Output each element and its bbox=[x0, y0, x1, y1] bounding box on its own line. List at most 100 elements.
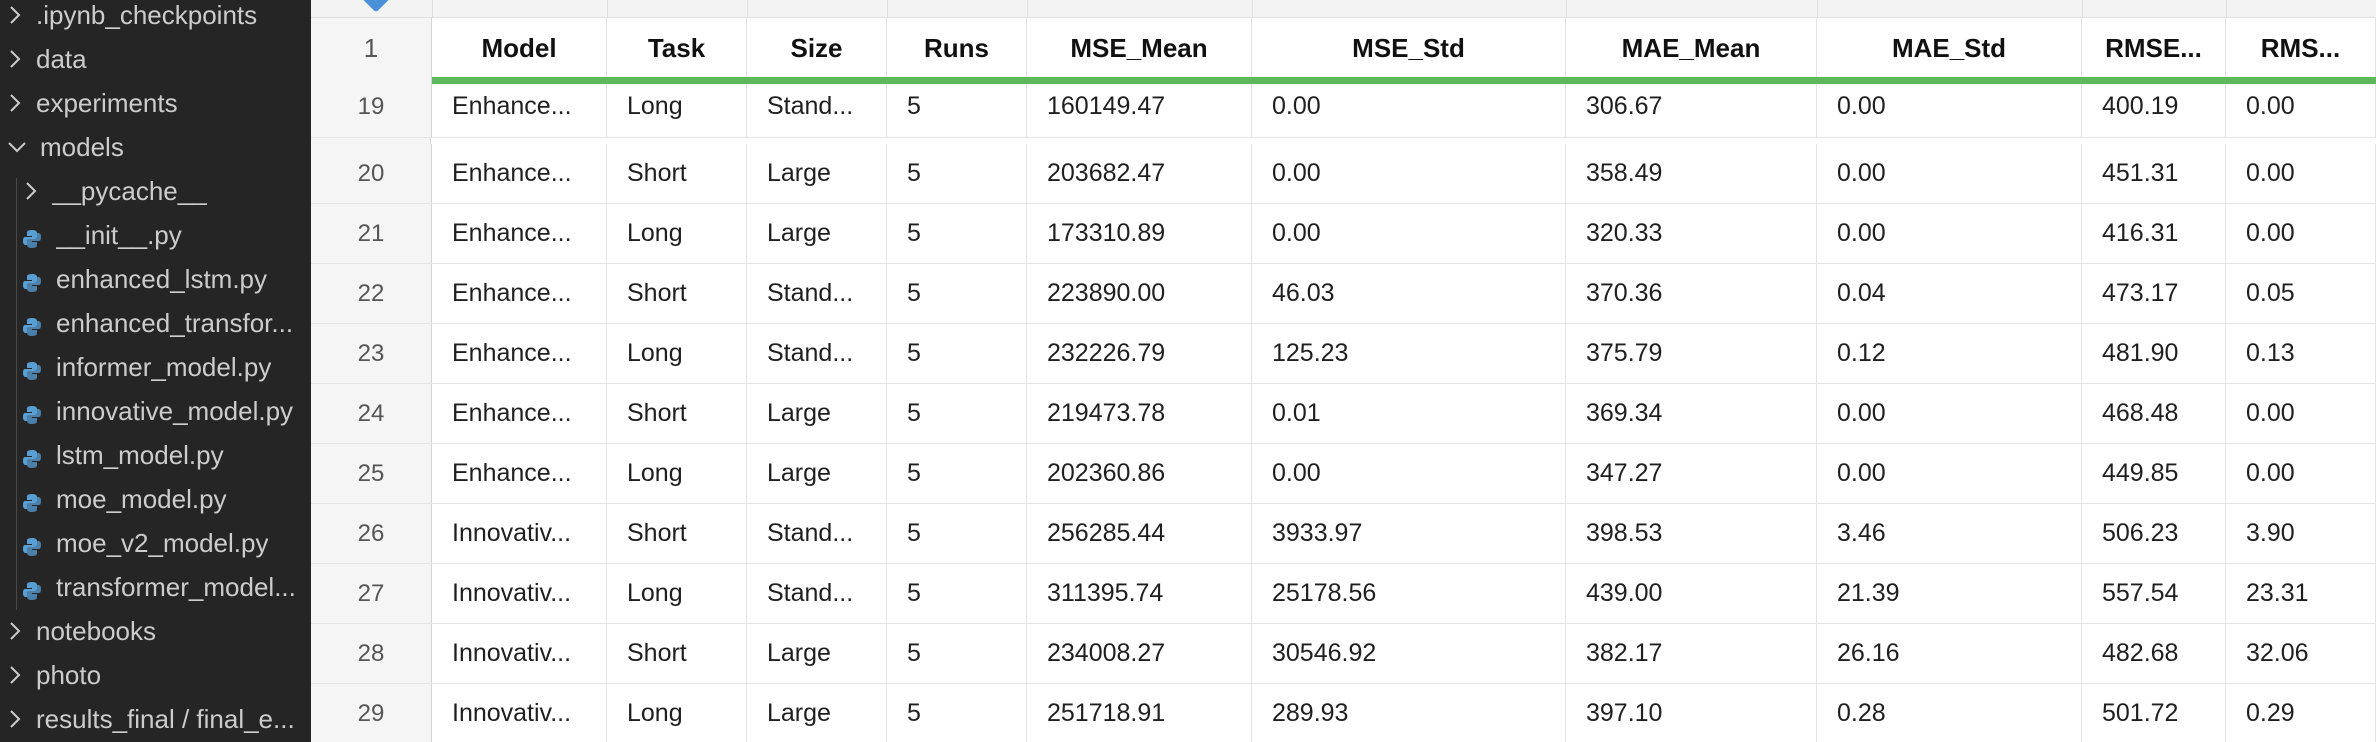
chevron-right-icon[interactable] bbox=[22, 176, 40, 206]
cell-mae-mean[interactable]: 347.27 bbox=[1566, 444, 1817, 503]
cell-mse-std[interactable]: 3933.97 bbox=[1252, 504, 1566, 563]
folder-item[interactable]: models bbox=[0, 125, 311, 169]
cell-task[interactable]: Long bbox=[607, 444, 747, 503]
cell-size[interactable]: Stand... bbox=[747, 264, 887, 323]
cell-task[interactable]: Short bbox=[607, 264, 747, 323]
column-header-mae-mean[interactable]: MAE_Mean bbox=[1566, 18, 1817, 78]
cell-runs[interactable]: 5 bbox=[887, 624, 1027, 683]
row-number[interactable]: 28 bbox=[311, 624, 432, 683]
cell-model[interactable]: Enhance... bbox=[432, 264, 607, 323]
cell-model[interactable]: Innovativ... bbox=[432, 624, 607, 683]
column-header-task[interactable]: Task bbox=[607, 18, 747, 78]
chevron-down-icon[interactable] bbox=[6, 132, 28, 162]
cell-rmse-mean[interactable]: 416.31 bbox=[2082, 204, 2226, 263]
cell-rmse-std[interactable]: 0.00 bbox=[2226, 144, 2376, 203]
cell-mse-mean[interactable]: 311395.74 bbox=[1027, 564, 1252, 623]
cell-rmse-mean[interactable]: 400.19 bbox=[2082, 76, 2226, 137]
folder-item[interactable]: notebooks bbox=[0, 609, 311, 653]
cell-mae-std[interactable]: 0.00 bbox=[1817, 384, 2082, 443]
cell-task[interactable]: Short bbox=[607, 624, 747, 683]
cell-mse-mean[interactable]: 234008.27 bbox=[1027, 624, 1252, 683]
cell-runs[interactable]: 5 bbox=[887, 384, 1027, 443]
column-header-rmse-mean[interactable]: RMSE... bbox=[2082, 18, 2226, 78]
cell-mae-mean[interactable]: 358.49 bbox=[1566, 144, 1817, 203]
cell-task[interactable]: Short bbox=[607, 144, 747, 203]
cell-runs[interactable]: 5 bbox=[887, 204, 1027, 263]
row-number[interactable]: 23 bbox=[311, 324, 432, 383]
chevron-right-icon[interactable] bbox=[6, 616, 24, 646]
cell-task[interactable]: Long bbox=[607, 76, 747, 137]
file-item[interactable]: moe_model.py bbox=[0, 477, 311, 521]
cell-mse-std[interactable]: 25178.56 bbox=[1252, 564, 1566, 623]
frozen-header-divider[interactable] bbox=[432, 77, 2376, 84]
cell-mse-mean[interactable]: 203682.47 bbox=[1027, 144, 1252, 203]
cell-task[interactable]: Short bbox=[607, 504, 747, 563]
cell-model[interactable]: Innovativ... bbox=[432, 684, 607, 742]
cell-mae-std[interactable]: 21.39 bbox=[1817, 564, 2082, 623]
cell-model[interactable]: Enhance... bbox=[432, 384, 607, 443]
row-number[interactable]: 20 bbox=[311, 144, 432, 203]
cell-mse-std[interactable]: 46.03 bbox=[1252, 264, 1566, 323]
cell-mae-std[interactable]: 0.00 bbox=[1817, 444, 2082, 503]
cell-rmse-mean[interactable]: 449.85 bbox=[2082, 444, 2226, 503]
cell-size[interactable]: Stand... bbox=[747, 564, 887, 623]
cell-mse-mean[interactable]: 202360.86 bbox=[1027, 444, 1252, 503]
row-number[interactable]: 21 bbox=[311, 204, 432, 263]
cell-mse-std[interactable]: 289.93 bbox=[1252, 684, 1566, 742]
chevron-right-icon[interactable] bbox=[6, 88, 24, 118]
row-number[interactable]: 26 bbox=[311, 504, 432, 563]
cell-rmse-std[interactable]: 3.90 bbox=[2226, 504, 2376, 563]
cell-mse-std[interactable]: 0.00 bbox=[1252, 444, 1566, 503]
column-header-size[interactable]: Size bbox=[747, 18, 887, 78]
cell-mae-mean[interactable]: 375.79 bbox=[1566, 324, 1817, 383]
cell-mae-mean[interactable]: 382.17 bbox=[1566, 624, 1817, 683]
cell-rmse-mean[interactable]: 501.72 bbox=[2082, 684, 2226, 742]
cell-size[interactable]: Large bbox=[747, 624, 887, 683]
cell-rmse-mean[interactable]: 468.48 bbox=[2082, 384, 2226, 443]
cell-mae-std[interactable]: 26.16 bbox=[1817, 624, 2082, 683]
cell-mse-mean[interactable]: 173310.89 bbox=[1027, 204, 1252, 263]
chevron-right-icon[interactable] bbox=[6, 660, 24, 690]
cell-mae-mean[interactable]: 397.10 bbox=[1566, 684, 1817, 742]
folder-item[interactable]: __pycache__ bbox=[0, 169, 311, 213]
row-number[interactable]: 1 bbox=[311, 18, 432, 78]
cell-rmse-std[interactable]: 0.00 bbox=[2226, 444, 2376, 503]
cell-mae-std[interactable]: 0.04 bbox=[1817, 264, 2082, 323]
folder-item[interactable]: experiments bbox=[0, 81, 311, 125]
cell-mse-std[interactable]: 0.01 bbox=[1252, 384, 1566, 443]
cell-rmse-std[interactable]: 0.05 bbox=[2226, 264, 2376, 323]
cell-mae-mean[interactable]: 398.53 bbox=[1566, 504, 1817, 563]
cell-mae-std[interactable]: 0.28 bbox=[1817, 684, 2082, 742]
file-item[interactable]: transformer_model... bbox=[0, 565, 311, 609]
cell-mae-std[interactable]: 0.00 bbox=[1817, 204, 2082, 263]
chevron-right-icon[interactable] bbox=[6, 704, 24, 734]
cell-mae-mean[interactable]: 320.33 bbox=[1566, 204, 1817, 263]
cell-mse-mean[interactable]: 160149.47 bbox=[1027, 76, 1252, 137]
cell-task[interactable]: Long bbox=[607, 324, 747, 383]
cell-size[interactable]: Large bbox=[747, 384, 887, 443]
cell-mae-std[interactable]: 0.00 bbox=[1817, 144, 2082, 203]
folder-item[interactable]: photo bbox=[0, 653, 311, 697]
cell-runs[interactable]: 5 bbox=[887, 684, 1027, 742]
cell-rmse-std[interactable]: 0.00 bbox=[2226, 384, 2376, 443]
cell-rmse-std[interactable]: 0.13 bbox=[2226, 324, 2376, 383]
cell-runs[interactable]: 5 bbox=[887, 324, 1027, 383]
cell-mae-mean[interactable]: 439.00 bbox=[1566, 564, 1817, 623]
cell-rmse-mean[interactable]: 482.68 bbox=[2082, 624, 2226, 683]
cell-model[interactable]: Enhance... bbox=[432, 204, 607, 263]
cell-rmse-std[interactable]: 0.00 bbox=[2226, 76, 2376, 137]
cell-mae-std[interactable]: 0.12 bbox=[1817, 324, 2082, 383]
cell-mse-mean[interactable]: 251718.91 bbox=[1027, 684, 1252, 742]
cell-mae-mean[interactable]: 369.34 bbox=[1566, 384, 1817, 443]
cell-model[interactable]: Enhance... bbox=[432, 324, 607, 383]
cell-mse-std[interactable]: 125.23 bbox=[1252, 324, 1566, 383]
column-header-runs[interactable]: Runs bbox=[887, 18, 1027, 78]
cell-rmse-std[interactable]: 0.00 bbox=[2226, 204, 2376, 263]
file-item[interactable]: moe_v2_model.py bbox=[0, 521, 311, 565]
cell-runs[interactable]: 5 bbox=[887, 264, 1027, 323]
row-number[interactable]: 24 bbox=[311, 384, 432, 443]
cell-rmse-mean[interactable]: 451.31 bbox=[2082, 144, 2226, 203]
cell-rmse-mean[interactable]: 481.90 bbox=[2082, 324, 2226, 383]
cell-rmse-mean[interactable]: 557.54 bbox=[2082, 564, 2226, 623]
cell-rmse-std[interactable]: 0.29 bbox=[2226, 684, 2376, 742]
